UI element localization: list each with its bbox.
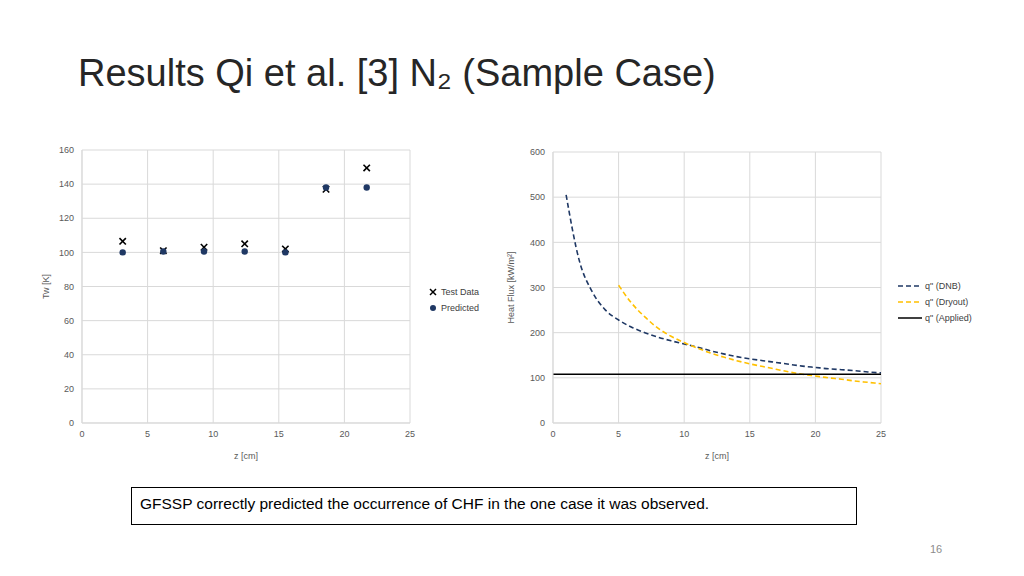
- svg-text:100: 100: [530, 373, 545, 383]
- svg-text:0: 0: [550, 429, 555, 439]
- svg-text:Tw [K]: Tw [K]: [41, 274, 51, 299]
- svg-text:z [cm]: z [cm]: [234, 451, 258, 461]
- svg-text:160: 160: [59, 145, 74, 155]
- html-text:GFSSP correctly predicted the: GFSSP correctly predicted the occurrence…: [140, 495, 710, 512]
- svg-text:15: 15: [274, 429, 284, 439]
- svg-text:Heat Flux [kW/m²]: Heat Flux [kW/m²]: [506, 251, 516, 323]
- svg-text:200: 200: [530, 328, 545, 338]
- svg-text:500: 500: [530, 192, 545, 202]
- svg-text:25: 25: [876, 429, 886, 439]
- svg-text:15: 15: [745, 429, 755, 439]
- svg-text:400: 400: [530, 238, 545, 248]
- svg-text:5: 5: [616, 429, 621, 439]
- svg-text:10: 10: [208, 429, 218, 439]
- html-text:Test Data: Test Data: [441, 287, 479, 297]
- svg-text:300: 300: [530, 283, 545, 293]
- svg-text:80: 80: [64, 282, 74, 292]
- html-text:16: 16: [930, 543, 943, 555]
- svg-text:120: 120: [59, 213, 74, 223]
- html-text:Results Qi et al. [3] N₂ (Samp: Results Qi et al. [3] N₂ (Sample Case): [78, 52, 716, 94]
- svg-text:600: 600: [530, 147, 545, 157]
- svg-text:0: 0: [540, 418, 545, 428]
- svg-text:60: 60: [64, 316, 74, 326]
- svg-text:140: 140: [59, 179, 74, 189]
- svg-text:z [cm]: z [cm]: [705, 451, 729, 461]
- svg-text:20: 20: [64, 384, 74, 394]
- svg-text:25: 25: [405, 429, 415, 439]
- html-text:q" (Dryout): q" (Dryout): [925, 297, 969, 307]
- svg-text:0: 0: [79, 429, 84, 439]
- svg-text:40: 40: [64, 350, 74, 360]
- svg-text:100: 100: [59, 248, 74, 258]
- html-text:q" (Applied): q" (Applied): [925, 313, 972, 323]
- svg-text:20: 20: [339, 429, 349, 439]
- svg-text:0: 0: [69, 418, 74, 428]
- svg-text:5: 5: [145, 429, 150, 439]
- html-text:q" (DNB): q" (DNB): [925, 281, 961, 291]
- svg-text:10: 10: [679, 429, 689, 439]
- svg-text:20: 20: [810, 429, 820, 439]
- html-text:Predicted: Predicted: [441, 303, 479, 313]
